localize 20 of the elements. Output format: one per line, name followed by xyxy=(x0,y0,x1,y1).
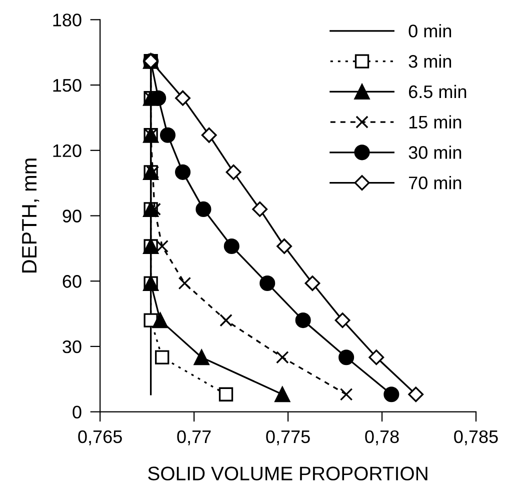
legend-label: 3 min xyxy=(408,54,452,68)
y-tick-label: 60 xyxy=(62,275,82,288)
legend-label: 6.5 min xyxy=(408,84,466,98)
legend-label: 15 min xyxy=(409,115,462,129)
legend-label: 70 min xyxy=(408,176,462,190)
y-tick-label: 180 xyxy=(53,14,82,26)
y-tick-label: 120 xyxy=(53,144,82,158)
y-tick-label: 30 xyxy=(62,340,82,354)
legend-label: 30 min xyxy=(408,146,462,159)
x-tick-label: 0,775 xyxy=(266,430,310,446)
x-tick-label: 0,785 xyxy=(454,430,498,446)
x-tick-label: 0,765 xyxy=(78,430,122,446)
x-tick-label: 0,77 xyxy=(177,430,211,446)
legend-label: 0 min xyxy=(408,24,452,38)
y-tick-label: 0 xyxy=(72,406,82,419)
x-axis-title: SOLID VOLUME PROPORTION xyxy=(148,466,428,480)
x-tick-label: 0,78 xyxy=(365,430,399,446)
y-axis-title: DEPTH, mm xyxy=(22,158,40,272)
y-tick-label: 90 xyxy=(62,210,82,222)
y-tick-label: 150 xyxy=(53,78,82,92)
